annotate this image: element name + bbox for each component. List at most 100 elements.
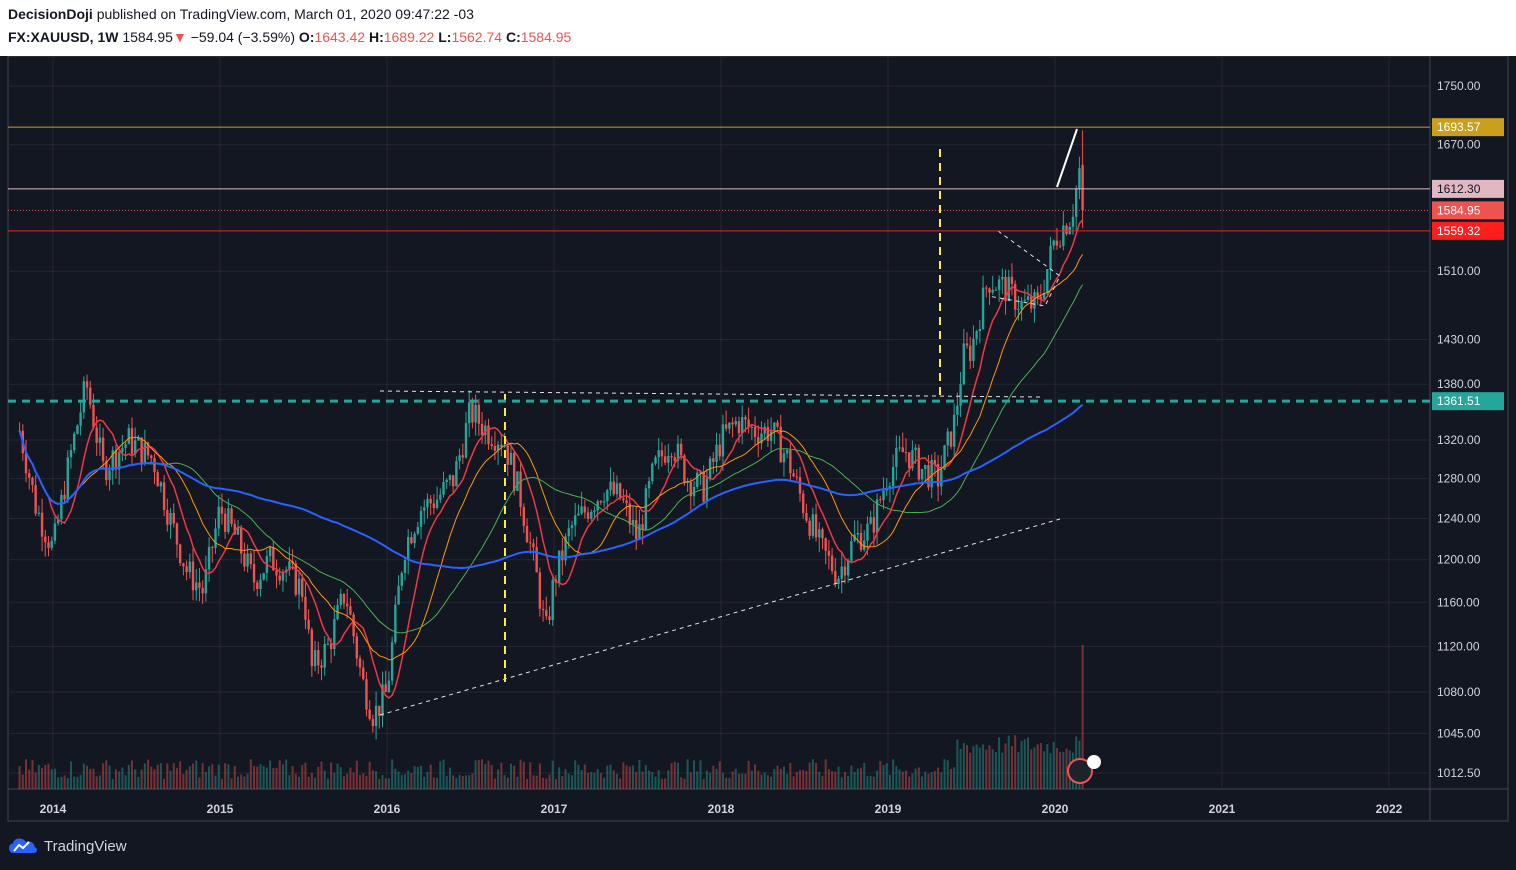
candle-body	[721, 424, 725, 457]
close-value: 1584.95	[520, 29, 572, 45]
candle-body	[567, 528, 570, 537]
candle-body	[991, 289, 994, 293]
candle-body	[975, 331, 978, 339]
candle-body	[602, 501, 606, 503]
candle-body	[464, 423, 468, 458]
candle-body	[182, 563, 185, 567]
volume-bar	[776, 765, 779, 789]
candle-body	[936, 464, 940, 487]
candle-body	[410, 537, 413, 544]
candle-body	[814, 514, 818, 538]
volume-bar	[76, 776, 79, 789]
candle-body	[760, 433, 763, 444]
candle-body	[956, 405, 959, 415]
volume-bar	[747, 760, 750, 789]
candle-body	[477, 404, 481, 424]
candle-body	[545, 610, 548, 617]
candle-body	[159, 482, 163, 487]
brand-text: TradingView	[44, 837, 127, 855]
candle-body	[31, 477, 34, 486]
volume-bar	[937, 767, 940, 789]
candle-body	[606, 490, 609, 502]
volume-bar	[802, 770, 805, 789]
candle-body	[859, 532, 863, 550]
volume-bar	[567, 773, 570, 789]
candle-body	[329, 643, 333, 650]
candle-body	[201, 587, 204, 594]
publisher-name[interactable]: DecisionDoji	[8, 6, 93, 22]
volume-bar	[593, 772, 596, 789]
volume-bar	[1014, 735, 1017, 789]
close-label: C:	[505, 29, 521, 45]
volume-bar	[163, 778, 166, 789]
volume-bar	[1017, 751, 1020, 789]
candle-body	[448, 475, 452, 480]
volume-bar	[461, 776, 464, 789]
candle-body	[146, 442, 150, 456]
volume-bar	[1046, 744, 1049, 789]
price-tick: 1045.00	[1437, 726, 1481, 740]
volume-bar	[933, 771, 936, 789]
low-label: L:	[438, 29, 452, 45]
candle-body	[744, 417, 747, 420]
volume-bar	[901, 771, 904, 789]
trendline-resistance	[379, 390, 1041, 398]
candle-body	[439, 494, 442, 500]
volume-bar	[336, 763, 339, 789]
volume-bar	[371, 770, 374, 789]
price-label: 1559.32	[1437, 224, 1481, 238]
published-text: published on TradingView.com, March 01, …	[96, 6, 474, 22]
volume-bar	[82, 763, 85, 789]
volume-bar	[368, 761, 371, 789]
chart[interactable]: 1750.00 1670.00 1510.00 1430.00 1380.00 1320.…	[0, 56, 1516, 826]
candle-body	[1062, 225, 1065, 247]
price-label-box	[1432, 392, 1504, 411]
candle-body	[962, 343, 965, 385]
candle-body	[920, 468, 924, 480]
volume-bar	[577, 764, 580, 789]
candle-body	[516, 471, 519, 491]
candle-body	[737, 421, 741, 434]
candle-body	[426, 498, 429, 508]
volume-bar	[644, 765, 647, 789]
candle-body	[615, 483, 619, 495]
candle-body	[686, 481, 689, 484]
volume-bar	[853, 771, 856, 789]
volume-bar	[172, 763, 175, 789]
candle-body	[1033, 292, 1036, 309]
volume-bar	[824, 759, 827, 789]
candle-body	[715, 444, 718, 462]
candle-body	[618, 483, 622, 499]
candle-body	[924, 464, 927, 469]
candle-body	[233, 523, 236, 535]
volume-bar	[943, 759, 946, 789]
volume-bar	[1027, 737, 1030, 789]
volume-bar	[198, 777, 201, 789]
price-tick: 1080.00	[1437, 685, 1481, 699]
candle-body	[121, 448, 124, 453]
candle-body	[952, 414, 956, 447]
candle-body	[1078, 168, 1081, 189]
volume-bar	[333, 772, 336, 789]
candle-body	[249, 553, 253, 564]
volume-bar	[121, 767, 124, 789]
volume-bar	[355, 760, 358, 789]
volume-bar	[114, 769, 117, 789]
volume-bar	[25, 759, 28, 789]
candle-body	[901, 447, 904, 453]
candle-body	[573, 515, 577, 526]
volume-bar	[725, 777, 728, 789]
price-tick: 1120.00	[1437, 639, 1480, 653]
price-tick: 1510.00	[1437, 264, 1481, 278]
candle-body	[879, 499, 882, 501]
tradingview-logo[interactable]: TradingView	[8, 835, 127, 857]
volume-bar	[538, 763, 541, 789]
candle-body	[217, 506, 220, 529]
volume-bar	[169, 770, 172, 789]
price-tick: 1012.50	[1437, 766, 1481, 780]
candle-body	[156, 472, 159, 487]
candle-body	[416, 526, 420, 534]
volume-bar	[606, 765, 609, 789]
tradingview-cloud-icon	[9, 838, 37, 853]
volume-bar	[137, 776, 140, 789]
